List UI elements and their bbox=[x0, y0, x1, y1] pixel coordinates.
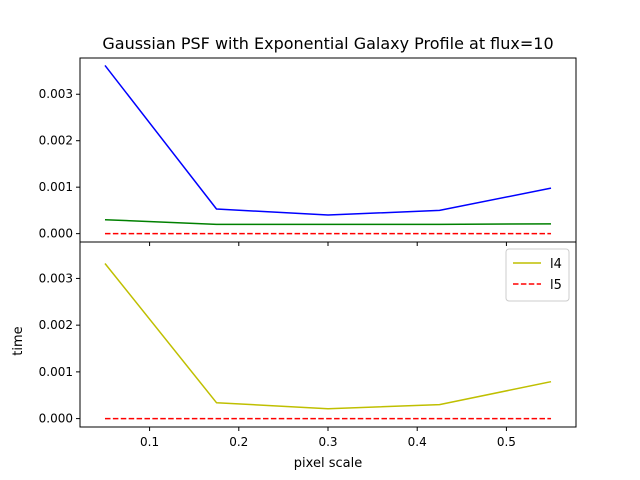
y-tick-label: 0.000 bbox=[39, 227, 73, 241]
legend-label-l5: l5 bbox=[550, 278, 562, 293]
panel-top: 0.000 0.001 0.002 0.003 bbox=[39, 57, 577, 246]
series-line-panel1-1 bbox=[104, 64, 552, 216]
chart-title: Gaussian PSF with Exponential Galaxy Pro… bbox=[102, 34, 553, 53]
y-tick-label: 0.002 bbox=[39, 318, 73, 332]
y-tick-label: 0.001 bbox=[39, 365, 73, 379]
x-tick-label: 0.1 bbox=[140, 435, 159, 449]
legend-label-l4: l4 bbox=[550, 257, 562, 272]
x-tick-label: 0.2 bbox=[229, 435, 248, 449]
series-line-panel1-2 bbox=[104, 218, 552, 226]
x-tick-label: 0.4 bbox=[408, 435, 427, 449]
legend-box bbox=[505, 248, 570, 302]
y-tick-label: 0.002 bbox=[39, 134, 73, 148]
plot-panels: 0.000 0.001 0.002 0.003 0.000 0.001 0.002 0.003… bbox=[39, 57, 577, 449]
y-tick-label: 0.003 bbox=[39, 87, 73, 101]
x-tick-label: 0.3 bbox=[318, 435, 337, 449]
x-tick-label: 0.5 bbox=[497, 435, 516, 449]
x-axis-label: pixel scale bbox=[294, 456, 362, 471]
y-tick-label: 0.000 bbox=[39, 412, 73, 426]
series-line-l4 bbox=[104, 263, 552, 410]
y-tick-label: 0.003 bbox=[39, 271, 73, 285]
y-axis-label: time bbox=[11, 326, 26, 355]
axes-frame bbox=[79, 241, 577, 428]
y-tick-label: 0.001 bbox=[39, 180, 73, 194]
